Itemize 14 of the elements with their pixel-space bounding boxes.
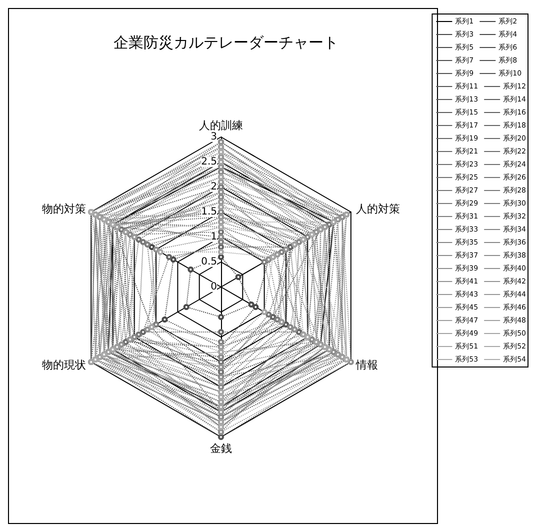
- spoke-label: 情報: [355, 358, 378, 372]
- y-tick-label: 1.5: [201, 206, 217, 218]
- y-tick-label: 2.5: [201, 156, 217, 168]
- y-tick-label: 2: [210, 182, 217, 192]
- spoke-label: 人的対策: [356, 202, 400, 216]
- y-tick-label: 3: [210, 132, 217, 142]
- y-tick-label: 0: [210, 282, 217, 292]
- spoke-label: 物的現状: [42, 358, 86, 372]
- y-tick-label: 1: [210, 232, 217, 242]
- spoke-label: 人的訓練: [199, 119, 243, 132]
- text: 企業防災カルテレーダーチャート: [114, 34, 338, 52]
- y-tick-label: 0.5: [201, 256, 217, 268]
- spoke-label: 金銭: [210, 442, 232, 455]
- spoke-label: 物的対策: [42, 202, 86, 216]
